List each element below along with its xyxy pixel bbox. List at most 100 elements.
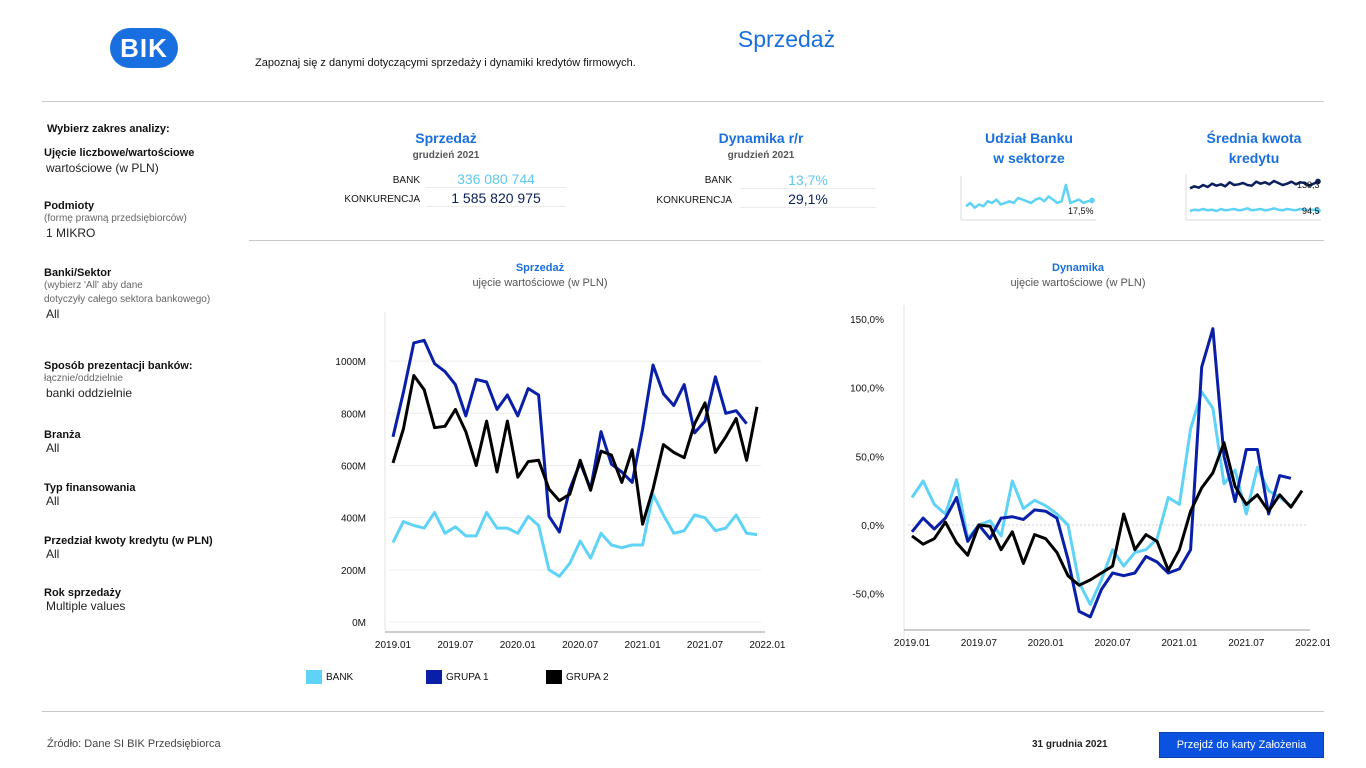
kpi-dyn-bank-label: BANK bbox=[704, 175, 732, 186]
series-line-grupa-2 bbox=[911, 441, 1304, 587]
filter-banki[interactable]: Banki/Sektor (wybierz 'All' aby dane dot… bbox=[44, 267, 249, 321]
kpi-dyn-comp-value: 29,1% bbox=[740, 191, 876, 208]
chart1-subtitle: ujęcie wartościowe (w PLN) bbox=[472, 277, 608, 289]
go-to-assumptions-button[interactable]: Przejdź do karty Założenia bbox=[1159, 732, 1324, 758]
share-sparkline bbox=[960, 176, 1096, 221]
kpi-sales-period: grudzień 2021 bbox=[412, 150, 480, 161]
filter-przedzial[interactable]: Przedział kwoty kredytu (w PLN) All bbox=[44, 535, 244, 561]
page-title: Sprzedaż bbox=[737, 26, 836, 52]
filter-label: Rok sprzedaży bbox=[44, 587, 122, 599]
y-tick-label: 100,0% bbox=[850, 384, 884, 395]
legend-swatch-bank bbox=[306, 670, 322, 684]
filter-value[interactable]: All bbox=[46, 441, 60, 455]
x-tick-label: 2019.07 bbox=[437, 640, 474, 651]
y-tick-label: 1000M bbox=[335, 357, 366, 368]
filter-podmioty[interactable]: Podmioty (formę prawną przedsiębiorców) … bbox=[44, 200, 244, 240]
legend-label-bank: BANK bbox=[326, 672, 354, 683]
x-tick-label: 2020.07 bbox=[562, 640, 599, 651]
y-tick-label: 600M bbox=[341, 461, 366, 472]
kpi-sales-comp-value: 1 585 820 975 bbox=[426, 190, 566, 207]
filter-value[interactable]: All bbox=[46, 494, 60, 508]
legend-swatch-grupa1 bbox=[426, 670, 442, 684]
filter-value[interactable]: 1 MIKRO bbox=[46, 226, 96, 240]
filter-value[interactable]: All bbox=[46, 547, 60, 561]
filter-value[interactable]: wartościowe (w PLN) bbox=[46, 161, 159, 175]
legend-label-grupa1: GRUPA 1 bbox=[446, 672, 489, 683]
y-tick-label: 150,0% bbox=[850, 315, 884, 326]
kpi-sales-title: Sprzedaż bbox=[415, 130, 477, 146]
x-tick-label: 2019.01 bbox=[894, 638, 931, 649]
kpi-avg-title-line1: Średnia kwota bbox=[1206, 130, 1302, 146]
y-tick-label: 0M bbox=[352, 618, 366, 629]
filter-value[interactable]: Multiple values bbox=[46, 599, 126, 613]
footer-source: Źródło: Dane SI BIK Przedsiębiorca bbox=[47, 738, 221, 750]
x-tick-label: 2020.01 bbox=[500, 640, 537, 651]
avg-top-line-end-dot bbox=[1315, 178, 1321, 185]
y-tick-label: 200M bbox=[341, 566, 366, 577]
bik-logo: BIK bbox=[110, 28, 178, 68]
y-tick-label: 50,0% bbox=[856, 452, 884, 463]
filter-value[interactable]: banki oddzielnie bbox=[46, 386, 133, 400]
dynamics-chart: -50,0% 0,0% 50,0% 100,0% 150,0% 2019.01 2019.0… bbox=[850, 305, 1330, 649]
x-tick-label: 2022.01 bbox=[1295, 638, 1330, 649]
filter-sposob[interactable]: Sposób prezentacji banków: łącznie/oddzi… bbox=[44, 360, 244, 400]
series-line-grupa-1 bbox=[910, 327, 1292, 619]
legend-swatch-grupa2 bbox=[546, 670, 562, 684]
avg-bottom-line-end-dot bbox=[1315, 207, 1321, 214]
kpi-share-title: Udział Banku w sektorze bbox=[960, 128, 1098, 168]
share-line bbox=[965, 183, 1093, 210]
chart1-title: Sprzedaż bbox=[515, 262, 565, 274]
series-line-grupa-2 bbox=[391, 374, 759, 526]
footer-divider bbox=[42, 711, 1324, 712]
x-tick-label: 2020.01 bbox=[1028, 638, 1065, 649]
filter-rok[interactable]: Rok sprzedaży Multiple values bbox=[44, 587, 244, 613]
filter-value[interactable]: All bbox=[46, 307, 60, 321]
filter-label: Banki/Sektor bbox=[44, 267, 112, 279]
sidebar-heading: Wybierz zakres analizy: bbox=[47, 123, 170, 135]
kpi-avg-title: Średnia kwota kredytu bbox=[1185, 128, 1323, 168]
chart2-title: Dynamika bbox=[1052, 262, 1104, 274]
filter-branza[interactable]: Branża All bbox=[44, 429, 244, 455]
kpi-avg-value-top: 138,3 bbox=[1297, 180, 1320, 190]
filter-label: Branża bbox=[44, 429, 81, 441]
y-tick-label: 400M bbox=[341, 514, 366, 525]
y-tick-label: 800M bbox=[341, 409, 366, 420]
x-tick-label: 2019.07 bbox=[961, 638, 998, 649]
series-line-grupa-1 bbox=[391, 338, 748, 534]
x-tick-label: 2022.01 bbox=[749, 640, 786, 651]
filter-label: Sposób prezentacji banków: bbox=[44, 360, 193, 372]
chart2-subtitle: ujęcie wartościowe (w PLN) bbox=[1010, 277, 1146, 289]
kpi-dyn-title: Dynamika r/r bbox=[718, 130, 804, 146]
filter-note: (formę prawną przedsiębiorców) bbox=[44, 213, 187, 224]
footer-date: 31 grudnia 2021 bbox=[1032, 739, 1108, 750]
filter-label: Typ finansowania bbox=[44, 482, 136, 494]
x-tick-label: 2021.01 bbox=[625, 640, 662, 651]
x-tick-label: 2019.01 bbox=[375, 640, 412, 651]
sales-chart: 0M 200M 400M 600M 800M 1000M 2019.01 2019.07 202… bbox=[335, 312, 786, 651]
kpi-dyn-comp-label: KONKURENCJA bbox=[656, 195, 732, 206]
series-line-bank bbox=[391, 492, 758, 578]
filter-label: Ujęcie liczbowe/wartościowe bbox=[44, 147, 195, 159]
y-tick-label: 0,0% bbox=[861, 521, 884, 532]
x-tick-label: 2020.07 bbox=[1094, 638, 1131, 649]
filter-label: Przedział kwoty kredytu (w PLN) bbox=[44, 535, 213, 547]
kpi-avg-title-line2: kredytu bbox=[1228, 150, 1280, 166]
kpi-share-title-line2: w sektorze bbox=[993, 150, 1065, 166]
avg-bottom-line bbox=[1189, 207, 1319, 213]
x-tick-label: 2021.07 bbox=[1228, 638, 1265, 649]
kpi-sales-bank-value: 336 080 744 bbox=[426, 171, 566, 188]
kpi-dyn-period: grudzień 2021 bbox=[727, 150, 795, 161]
x-tick-label: 2021.01 bbox=[1161, 638, 1198, 649]
filter-typ[interactable]: Typ finansowania All bbox=[44, 482, 244, 508]
y-tick-label: -50,0% bbox=[852, 590, 884, 601]
share-line-end-dot bbox=[1089, 197, 1095, 204]
kpi-sales-bank-label: BANK bbox=[392, 175, 420, 186]
kpi-dyn-bank-value: 13,7% bbox=[740, 172, 876, 189]
kpi-avg-value-bottom: 94,5 bbox=[1302, 206, 1320, 216]
kpi-divider bbox=[249, 240, 1324, 241]
filter-label: Podmioty bbox=[44, 200, 95, 212]
kpi-sales-comp-label: KONKURENCJA bbox=[344, 194, 420, 205]
filter-ujecie[interactable]: Ujęcie liczbowe/wartościowe wartościowe … bbox=[44, 147, 244, 175]
page-subtitle: Zapoznaj się z danymi dotyczącymi sprzed… bbox=[255, 57, 636, 69]
x-tick-label: 2021.07 bbox=[687, 640, 724, 651]
